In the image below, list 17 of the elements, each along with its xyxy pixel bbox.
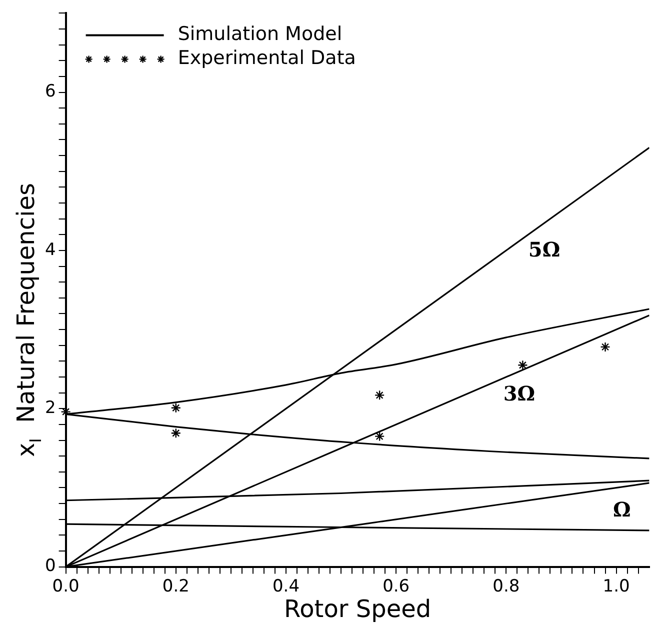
y-tick-label: 2	[44, 398, 56, 418]
legend-label: Simulation Model	[178, 23, 342, 46]
y-axis-title: xI Natural Frequencies	[12, 182, 46, 458]
x-axis-title: Rotor Speed	[284, 594, 432, 623]
x-tick-label: 0.8	[492, 576, 520, 596]
x-tick-label: 0.2	[162, 576, 190, 596]
y-tick-label: 6	[44, 82, 56, 102]
y-tick-label: 0	[44, 556, 56, 576]
annotation: Ω	[612, 498, 631, 522]
y-tick-label: 4	[44, 240, 56, 260]
legend-label: Experimental Data	[178, 47, 356, 70]
x-tick-label: 0.4	[272, 576, 300, 596]
x-tick-label: 0.0	[52, 576, 80, 596]
annotation: 3Ω	[503, 381, 536, 406]
annotation: 5Ω	[528, 237, 560, 262]
x-tick-label: 1.0	[602, 576, 630, 596]
x-tick-label: 0.6	[382, 576, 410, 596]
